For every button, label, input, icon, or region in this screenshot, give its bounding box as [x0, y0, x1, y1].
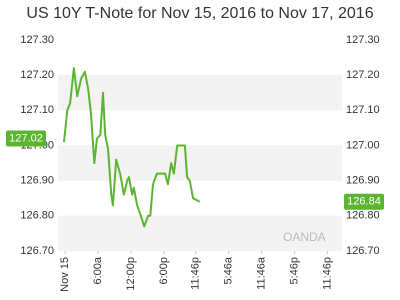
y-tick-label-right: 127.10	[346, 104, 380, 116]
price-tag-label: 126.84	[347, 196, 381, 208]
y-tick-label: 126.90	[20, 175, 54, 187]
x-tick-label: 12:00p	[125, 257, 137, 291]
band	[58, 75, 342, 111]
x-tick-label: 5:46p	[288, 257, 300, 285]
y-tick-label: 126.70	[20, 245, 54, 257]
y-tick-label: 127.20	[20, 69, 54, 81]
x-tick-label: 6:00p	[158, 257, 170, 285]
y-tick-label: 126.80	[20, 210, 54, 222]
x-tick-label: 11:46p	[321, 257, 333, 290]
price-tag-label: 127.02	[9, 132, 43, 144]
x-tick-label: 6:00a	[92, 256, 104, 284]
band	[58, 215, 342, 251]
y-tick-label-right: 126.70	[346, 245, 380, 257]
band	[58, 145, 342, 181]
watermark: OANDA	[283, 230, 326, 244]
price-tag	[344, 193, 384, 210]
y-tick-label-right: 126.90	[346, 175, 380, 187]
x-tick-label: 11:46p	[190, 257, 202, 290]
y-tick-label-right: 126.80	[346, 210, 380, 222]
y-tick-label: 127.30	[20, 34, 54, 46]
price-tag	[6, 130, 46, 147]
chart-title: US 10Y T-Note for Nov 15, 2016 to Nov 17…	[26, 5, 373, 22]
y-tick-label-right: 127.00	[346, 139, 380, 151]
y-tick-label-right: 127.30	[346, 34, 380, 46]
x-tick-label: 5:46a	[223, 256, 235, 284]
y-tick-label: 127.10	[20, 104, 54, 116]
x-tick-label: 11:46a	[256, 256, 268, 290]
y-tick-label-right: 127.20	[346, 69, 380, 81]
x-tick-label: Nov 15	[59, 257, 71, 292]
price-line	[63, 67, 201, 228]
